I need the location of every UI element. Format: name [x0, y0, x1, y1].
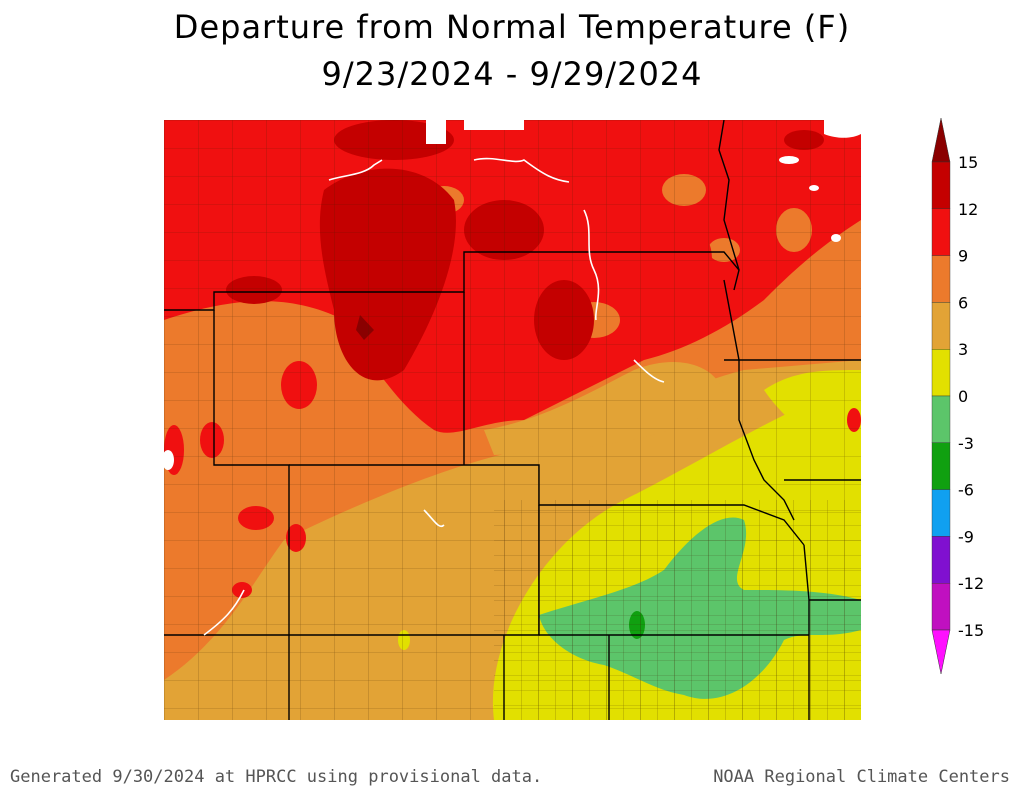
legend-bin — [931, 395, 951, 443]
legend-tick-label: 9 — [958, 247, 968, 266]
state-boundaries — [164, 120, 861, 720]
legend-tick-label: 15 — [958, 153, 978, 172]
legend-tick-label: -12 — [958, 574, 984, 593]
legend-bin — [931, 255, 951, 303]
legend-bin — [931, 348, 951, 397]
rivers-and-lakes — [203, 157, 665, 636]
legend-above-max-arrow — [931, 117, 951, 163]
legend-tick-label: -15 — [958, 621, 984, 640]
legend-tick-label: 0 — [958, 387, 968, 406]
source-credit: NOAA Regional Climate Centers — [713, 767, 1010, 787]
legend-tick-label: -9 — [958, 527, 974, 546]
legend-bin — [931, 489, 951, 537]
legend-tick-label: -3 — [958, 434, 974, 453]
county-boundaries — [164, 120, 861, 720]
generated-note: Generated 9/30/2024 at HPRCC using provi… — [10, 767, 543, 787]
map-date-range: 9/23/2024 - 9/29/2024 — [321, 55, 703, 93]
legend-tick-label: 3 — [958, 340, 968, 359]
legend-bin — [931, 442, 951, 490]
legend-bin — [931, 161, 951, 209]
color-legend: 15 12 9 6 3 0 -3 -6 -9 -12 -15 — [931, 117, 984, 675]
map-masks — [164, 120, 861, 470]
legend-tick-label: -6 — [958, 481, 974, 500]
legend-bin — [931, 208, 951, 256]
legend-bin — [931, 302, 951, 350]
temperature-departure-map — [164, 120, 861, 720]
legend-below-min-arrow — [931, 629, 951, 675]
legend-tick-label: 12 — [958, 200, 978, 219]
legend-tick-label: 6 — [958, 293, 968, 312]
map-title: Departure from Normal Temperature (F) — [173, 8, 851, 46]
legend-bin — [931, 583, 951, 631]
legend-bin — [931, 536, 951, 584]
